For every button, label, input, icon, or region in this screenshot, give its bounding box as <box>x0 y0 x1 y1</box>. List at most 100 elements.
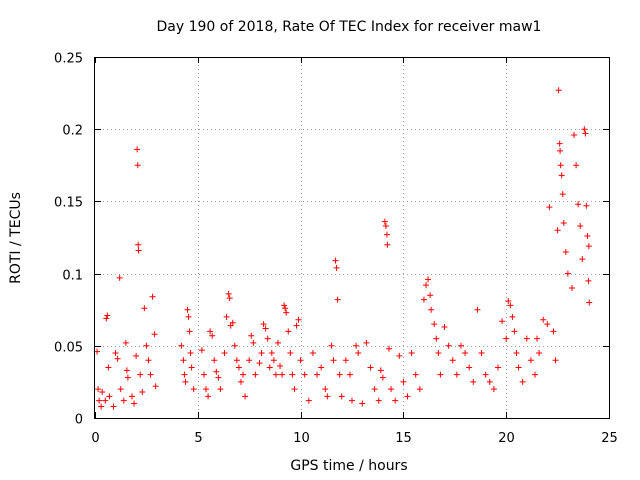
x-tick-label: 20 <box>498 431 515 446</box>
data-point-plus-marker <box>441 324 448 331</box>
data-point-plus-marker <box>266 364 273 371</box>
data-point-plus-marker <box>252 371 259 378</box>
data-point-plus-marker <box>330 357 337 364</box>
y-tick-label: 0.1 <box>62 269 83 284</box>
data-point-plus-marker <box>519 378 526 385</box>
data-point-plus-marker <box>568 285 575 292</box>
y-axis-label: ROTI / TECUs <box>8 192 24 284</box>
data-point-plus-marker <box>375 397 382 404</box>
data-point-plus-marker <box>571 131 578 138</box>
data-point-plus-marker <box>384 241 391 248</box>
data-point-plus-marker <box>143 342 150 349</box>
chart-title: Day 190 of 2018, Rate Of TEC Index for r… <box>157 19 542 35</box>
data-point-plus-marker <box>116 274 123 281</box>
data-point-plus-marker <box>152 383 159 390</box>
data-point-plus-marker <box>503 335 510 342</box>
data-point-plus-marker <box>404 393 411 400</box>
data-point-plus-marker <box>554 227 561 234</box>
data-point-plus-marker <box>470 378 477 385</box>
data-point-plus-marker <box>534 335 541 342</box>
data-point-plus-marker <box>392 397 399 404</box>
data-point-plus-marker <box>135 241 142 248</box>
data-point-plus-marker <box>412 371 419 378</box>
data-point-plus-marker <box>546 204 553 211</box>
data-point-plus-marker <box>246 357 253 364</box>
data-point-plus-marker <box>211 357 218 364</box>
data-point-plus-marker <box>453 371 460 378</box>
data-point-plus-marker <box>248 332 255 339</box>
data-point-plus-marker <box>555 87 562 94</box>
data-point-plus-marker <box>585 243 592 250</box>
data-point-plus-marker <box>112 350 119 357</box>
x-axis-ticks: 0 5 10 15 20 25 <box>91 57 618 446</box>
data-point-plus-marker <box>482 371 489 378</box>
data-point-plus-marker <box>562 248 569 255</box>
data-point-plus-marker <box>540 316 547 323</box>
data-point-plus-marker <box>110 403 117 410</box>
data-point-plus-marker <box>379 374 386 381</box>
data-point-plus-marker <box>137 371 144 378</box>
data-point-plus-marker <box>207 328 214 335</box>
data-point-plus-marker <box>557 162 564 169</box>
data-point-plus-marker <box>557 147 564 154</box>
data-point-plus-marker <box>180 357 187 364</box>
data-point-plus-marker <box>145 357 152 364</box>
data-point-plus-marker <box>408 350 415 357</box>
y-tick-label: 0.15 <box>54 196 83 211</box>
data-point-plus-marker <box>338 393 345 400</box>
data-point-plus-marker <box>186 328 193 335</box>
data-point-plus-marker <box>305 397 312 404</box>
data-point-plus-marker <box>322 386 329 393</box>
data-point-plus-marker <box>235 364 242 371</box>
data-point-plus-marker <box>203 386 210 393</box>
data-point-plus-marker <box>527 357 534 364</box>
data-point-plus-marker <box>94 348 101 355</box>
data-point-plus-marker <box>428 306 435 313</box>
data-point-plus-marker <box>457 342 464 349</box>
y-tick-label: 0.2 <box>62 124 83 139</box>
data-point-plus-marker <box>324 393 331 400</box>
data-point-plus-marker <box>435 350 442 357</box>
data-point-plus-marker <box>272 371 279 378</box>
data-point-plus-marker <box>297 357 304 364</box>
data-point-plus-marker <box>293 322 300 329</box>
data-point-plus-marker <box>96 397 103 404</box>
data-point-plus-marker <box>355 350 362 357</box>
data-point-plus-marker <box>240 371 247 378</box>
data-point-plus-marker <box>382 222 389 229</box>
data-point-plus-marker <box>581 126 588 133</box>
data-point-plus-marker <box>139 389 146 396</box>
data-point-plus-marker <box>95 386 102 393</box>
data-point-plus-marker <box>559 191 566 198</box>
data-point-plus-marker <box>507 302 514 309</box>
data-point-plus-marker <box>416 386 423 393</box>
data-point-plus-marker <box>515 364 522 371</box>
data-point-plus-marker <box>262 325 269 332</box>
plot-frame <box>94 57 610 419</box>
data-point-plus-marker <box>332 257 339 264</box>
y-tick-label: 0.25 <box>54 52 83 67</box>
data-point-plus-marker <box>122 339 129 346</box>
data-point-plus-marker <box>544 321 551 328</box>
data-point-plus-marker <box>256 360 263 367</box>
data-point-plus-marker <box>396 352 403 359</box>
data-point-plus-marker <box>187 350 194 357</box>
data-point-plus-marker <box>215 374 222 381</box>
data-point-plus-marker <box>423 282 430 289</box>
data-point-plus-marker <box>550 328 557 335</box>
data-point-plus-marker <box>209 332 216 339</box>
data-point-plus-marker <box>131 400 138 407</box>
y-axis-ticks: 0 0.05 0.1 0.15 0.2 0.25 <box>54 52 609 428</box>
data-point-plus-marker <box>486 378 493 385</box>
data-point-plus-marker <box>104 312 111 319</box>
data-point-plus-marker <box>328 342 335 349</box>
data-point-plus-marker <box>231 342 238 349</box>
data-point-plus-marker <box>333 264 340 271</box>
data-point-plus-marker <box>282 305 289 312</box>
data-point-plus-marker <box>124 374 131 381</box>
data-point-plus-marker <box>301 371 308 378</box>
data-point-plus-marker <box>289 371 296 378</box>
data-point-plus-marker <box>425 276 432 283</box>
data-point-plus-marker <box>135 247 142 254</box>
